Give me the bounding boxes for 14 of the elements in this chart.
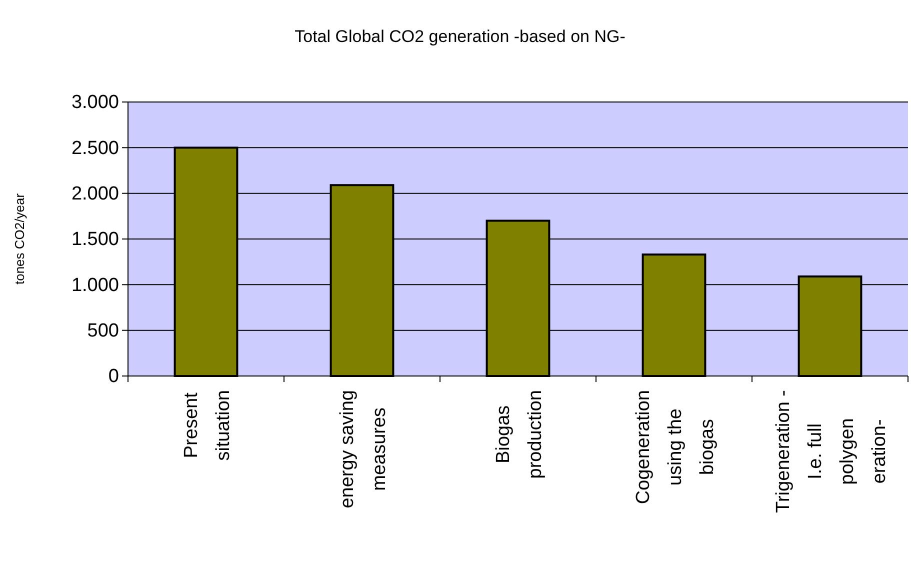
y-tick-label: 2.500 — [71, 138, 119, 159]
y-tick-label: 3.000 — [71, 92, 119, 114]
y-axis-title: tones CO2/year — [12, 192, 27, 285]
y-tick-label: 1.500 — [71, 229, 119, 250]
x-tick-label: Present situation — [181, 390, 234, 461]
x-tick-label: Cogeneration using the biogas — [633, 390, 718, 504]
x-tick-label: Trigeneration - I.e. full polygen eration- — [773, 390, 890, 513]
chart-title: Total Global CO2 generation -based on NG- — [294, 27, 626, 46]
x-tick-label: energy saving measures — [337, 390, 390, 508]
y-tick-label: 1.000 — [71, 274, 119, 296]
x-tick-label: Biogas production — [493, 390, 546, 479]
y-tick-label: 500 — [87, 320, 119, 342]
y-tick-label: 2.000 — [71, 183, 119, 204]
y-tick-label: 0 — [108, 366, 119, 388]
